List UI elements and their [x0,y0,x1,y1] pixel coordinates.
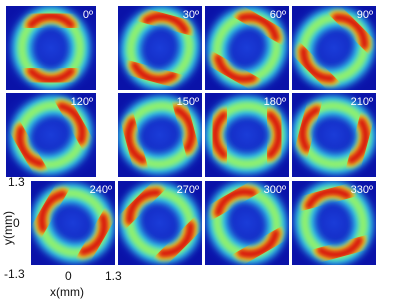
lobe [214,53,257,84]
panel [205,6,289,90]
ring [293,7,375,89]
panel-label: 240º [90,184,112,196]
lobe [211,111,228,159]
lobe [304,187,352,210]
lobe [332,13,369,50]
y-tick-label: 0 [13,216,20,230]
lobe [27,67,75,84]
panel [205,93,289,177]
panel-label: 300º [264,184,286,196]
ring [118,95,202,175]
x-tick-label: 1.3 [105,269,122,283]
lobe [15,125,46,168]
lobe [173,105,196,153]
panel-label: 120º [71,96,93,108]
lobe [347,117,370,165]
lobe [56,102,87,145]
ring [31,183,115,263]
y-tick-label: 1.3 [8,175,25,189]
panel [118,6,202,90]
x-tick-label: 0 [65,269,72,283]
y-tick-label: -1.3 [4,267,25,281]
panel-label: 60º [270,9,286,21]
ring [207,181,287,265]
panel [292,6,376,90]
panel-label: 330º [351,184,373,196]
panel [118,93,202,177]
lobe [237,12,280,43]
lobe [124,117,147,165]
lobe [27,12,75,29]
panel-label: 270º [177,184,199,196]
panel [31,181,115,265]
ring [294,181,374,265]
ring [12,6,90,90]
lobe [130,61,178,84]
panel [205,181,289,265]
ring [120,6,200,90]
ring [9,95,93,175]
lobe [158,221,195,258]
panel-label: 90º [357,9,373,21]
panel-label: 150º [177,96,199,108]
lobe [142,12,190,35]
ring [207,6,287,90]
panel-label: 0º [83,9,93,21]
ring [205,96,289,174]
lobe [298,105,321,153]
panel [6,6,96,90]
x-axis-label: x(mm) [50,285,84,299]
lobe [78,213,109,256]
panel [118,181,202,265]
panel-label: 180º [264,96,286,108]
lobe [214,187,257,218]
panel [6,93,96,177]
panel [292,181,376,265]
lobe [37,190,68,233]
ring [292,95,376,175]
lobe [266,111,283,159]
panel-label: 30º [183,9,199,21]
lobe [125,188,162,225]
y-axis-label: y(mm) [1,211,15,245]
lobe [316,236,364,259]
lobe [237,228,280,259]
ring [119,182,201,264]
panel [292,93,376,177]
panel-label: 210º [351,96,373,108]
lobe [299,46,336,83]
